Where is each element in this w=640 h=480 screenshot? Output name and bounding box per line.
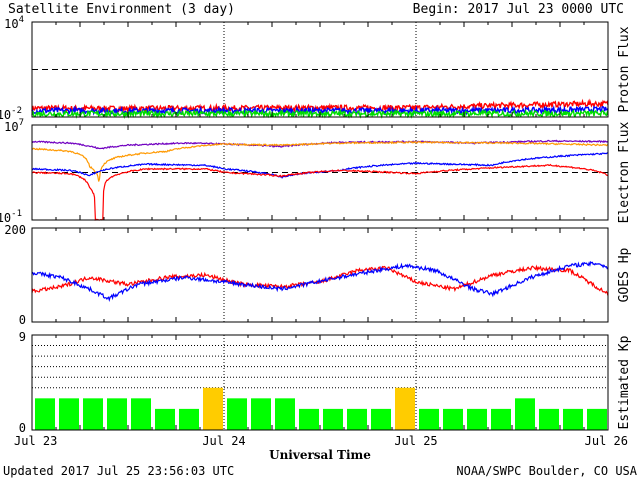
kp-bar — [395, 387, 415, 430]
y-axis-label: Estimated Kp — [617, 335, 632, 429]
kp-bar — [419, 408, 439, 430]
kp-bar — [35, 398, 55, 430]
series-line-3 — [31, 163, 609, 221]
kp-bar — [227, 398, 247, 430]
kp-bar — [107, 398, 127, 430]
kp-bar — [59, 398, 79, 430]
begin-time: Begin: 2017 Jul 23 0000 UTC — [413, 2, 624, 17]
credit-label: NOAA/SWPC Boulder, CO USA — [456, 464, 637, 478]
updated-timestamp: Updated 2017 Jul 25 23:56:03 UTC — [3, 464, 234, 478]
y-tick-label: 10-2 — [0, 106, 22, 122]
kp-bar — [563, 408, 583, 430]
y-axis-label: Electron Flux — [617, 121, 632, 223]
series-line-1 — [31, 140, 609, 182]
x-axis: Jul 23 Jul 24 Jul 25 Jul 26 — [14, 434, 628, 448]
kp-bar — [131, 398, 151, 430]
kp-bar — [587, 408, 607, 430]
y-tick-label: 104 — [4, 15, 24, 31]
kp-bar — [155, 408, 175, 430]
kp-bar — [443, 408, 463, 430]
y-tick-label: 200 — [4, 223, 26, 237]
kp-bar — [467, 408, 487, 430]
series-line-1 — [31, 260, 608, 302]
y-tick-label: 9 — [19, 330, 26, 344]
y-axis-label: Proton Flux — [617, 26, 632, 112]
panel-proton: 104 10-2 Proton Flux — [0, 15, 632, 122]
y-tick-label: 0 — [19, 313, 26, 327]
kp-bar — [539, 408, 559, 430]
y-tick-label: 107 — [4, 118, 24, 134]
panel-frame — [31, 227, 609, 323]
kp-bar — [491, 408, 511, 430]
y-tick-label: 0 — [19, 421, 26, 435]
kp-bar — [515, 398, 535, 430]
kp-bar — [83, 398, 103, 430]
series-line-0 — [31, 139, 609, 150]
x-tick-label: Jul 26 — [585, 434, 628, 448]
x-tick-label: Jul 24 — [202, 434, 245, 448]
chart-title: Satellite Environment (3 day) — [8, 2, 235, 17]
panel-electron: 107 10-1 Electron Flux — [0, 118, 632, 225]
kp-bar — [203, 387, 223, 430]
kp-bar — [275, 398, 295, 430]
kp-bar — [347, 408, 367, 430]
panel-kp: 9 0 Estimated Kp — [19, 330, 632, 435]
x-axis-label: Universal Time — [269, 448, 371, 462]
panel-goes: 200 0 GOES Hp — [4, 223, 632, 327]
kp-bar — [179, 408, 199, 430]
kp-bar — [323, 408, 343, 430]
y-tick-label: 10-1 — [0, 209, 22, 225]
x-tick-label: Jul 23 — [14, 434, 57, 448]
y-axis-label: GOES Hp — [617, 247, 632, 302]
kp-bar — [251, 398, 271, 430]
series-line-0 — [31, 98, 609, 114]
kp-bar — [371, 408, 391, 430]
kp-bar — [299, 408, 319, 430]
x-tick-label: Jul 25 — [394, 434, 437, 448]
